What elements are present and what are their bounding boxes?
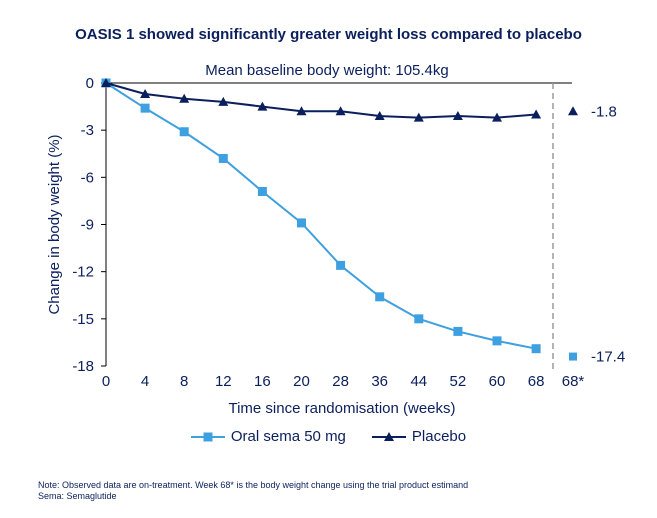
legend-item-oral-sema: Oral sema 50 mg [190,428,346,445]
y-axis-title: Change in body weight (%) [46,134,63,314]
data-point-triangle [374,111,385,121]
x-tick-label: 52 [450,373,467,390]
series-line-placebo [105,82,537,119]
y-tick-label: -15 [72,311,94,328]
x-tick-label: 20 [293,373,310,390]
x-tick-label: 68 [528,373,545,390]
data-point-triangle [140,89,151,99]
y-tick-label: -18 [72,358,94,375]
data-point-triangle [413,112,424,122]
series-line-oral-sema [105,82,537,350]
x-tick-label: 0 [102,373,110,390]
axes [101,82,572,370]
x-tick-label: 36 [371,373,388,390]
legend-swatch-square [190,432,225,441]
y-tick-label: -6 [81,169,94,186]
chart-marks [101,78,578,361]
chart-title: OASIS 1 showed significantly greater wei… [75,26,582,43]
estimand-data-label: -1.8 [591,103,617,120]
y-tick-label: 0 [86,75,94,92]
data-point-triangle [218,96,229,106]
x-tick-label-estimand: 68* [562,373,585,390]
data-point-square [297,218,306,228]
y-tick-label: -3 [81,122,94,139]
estimand-point-square [569,352,577,361]
x-tick-label: 12 [215,373,232,390]
data-point-square [531,344,541,354]
data-point-square [492,336,502,346]
x-tick-label: 28 [332,373,349,390]
data-point-square [218,153,228,163]
baseline-annotation: Mean baseline body weight: 105.4kg [205,62,449,79]
x-tick-label: 16 [254,373,271,390]
footnote-line: Sema: Semaglutide [38,491,117,501]
footnote: Note: Observed data are on-treatment. We… [38,480,468,502]
data-point-triangle [492,112,502,122]
x-tick-label: 60 [489,373,506,390]
data-point-triangle [296,106,307,116]
data-point-square [257,186,267,196]
y-tick-label: -12 [72,264,94,281]
x-tick-label: 44 [410,373,427,390]
legend-label: Placebo [411,428,467,445]
chart-labels: 0 -3 -6 -9 -12 -15 -18 0 4 8 12 16 20 28 36 44 52 60 68 68*… [46,62,625,417]
data-point-square [179,127,189,137]
data-point-triangle [531,109,542,119]
x-axis-title: Time since randomisation (weeks) [228,400,455,417]
data-point-square [453,326,463,336]
line-chart: 0 -3 -6 -9 -12 -15 -18 0 4 8 12 16 20 28 36 44 52 60 68 68*… [46,62,625,417]
y-tick-label: -9 [81,217,94,234]
x-tick-label: 4 [141,373,149,390]
estimand-data-label: -17.4 [591,349,625,366]
data-point-square [375,292,385,302]
legend-item-placebo: Placebo [371,428,467,445]
data-point-square [140,103,150,113]
legend-swatch-triangle [371,431,406,441]
legend: Oral sema 50 mg Placebo [0,428,657,445]
data-point-square [336,260,346,270]
data-point-square [414,314,424,324]
data-point-triangle [101,78,111,87]
data-point-triangle [179,93,190,103]
estimand-point-triangle [568,106,578,116]
footnote-line: Note: Observed data are on-treatment. We… [38,480,469,490]
x-tick-label: 8 [180,373,188,390]
data-point-triangle [452,111,463,121]
data-point-triangle [335,106,346,116]
data-point-triangle [257,101,268,111]
legend-label: Oral sema 50 mg [230,428,346,445]
